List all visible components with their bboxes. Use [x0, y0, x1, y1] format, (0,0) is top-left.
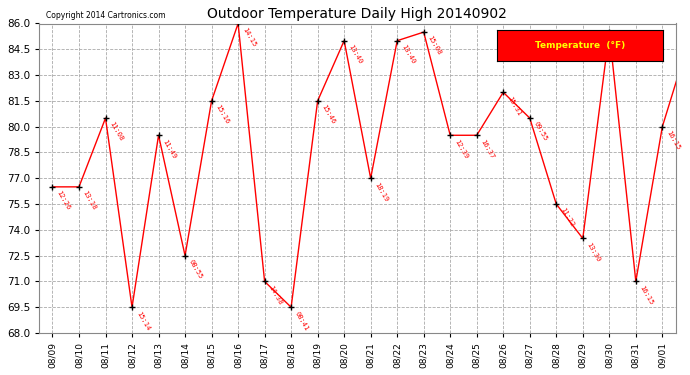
Text: 08:55: 08:55	[188, 258, 204, 280]
Text: 11:49: 11:49	[161, 138, 177, 159]
Text: 14:15: 14:15	[241, 26, 257, 48]
Text: Copyright 2014 Cartronics.com: Copyright 2014 Cartronics.com	[46, 11, 165, 20]
Text: 15:46: 15:46	[320, 104, 336, 125]
Text: 13:30: 13:30	[586, 241, 602, 262]
Text: 12:39: 12:39	[453, 138, 469, 159]
Text: 12:26: 12:26	[55, 190, 71, 211]
Text: 09:55: 09:55	[533, 121, 549, 142]
Text: 16:15: 16:15	[665, 129, 681, 151]
Text: 16:15: 16:15	[639, 284, 654, 306]
Text: 13:40: 13:40	[400, 44, 416, 65]
Text: 15:16: 15:16	[215, 104, 230, 125]
Title: Outdoor Temperature Daily High 20140902: Outdoor Temperature Daily High 20140902	[208, 7, 507, 21]
Text: 11:08: 11:08	[108, 121, 124, 142]
Text: 13:42: 13:42	[0, 374, 1, 375]
Text: 14:56: 14:56	[612, 35, 628, 56]
Text: 14:38: 14:38	[268, 284, 283, 306]
Text: 13:40: 13:40	[347, 44, 363, 65]
Text: 13:18: 13:18	[82, 190, 97, 211]
Text: 10:53: 10:53	[0, 374, 1, 375]
Text: 18:19: 18:19	[373, 181, 389, 203]
Text: 16:37: 16:37	[480, 138, 495, 159]
Text: 15:08: 15:08	[426, 35, 442, 56]
Text: 15:14: 15:14	[135, 310, 150, 332]
Text: 08:41: 08:41	[294, 310, 310, 332]
Text: 11:22: 11:22	[559, 207, 575, 228]
Text: 15:31: 15:31	[506, 95, 522, 117]
